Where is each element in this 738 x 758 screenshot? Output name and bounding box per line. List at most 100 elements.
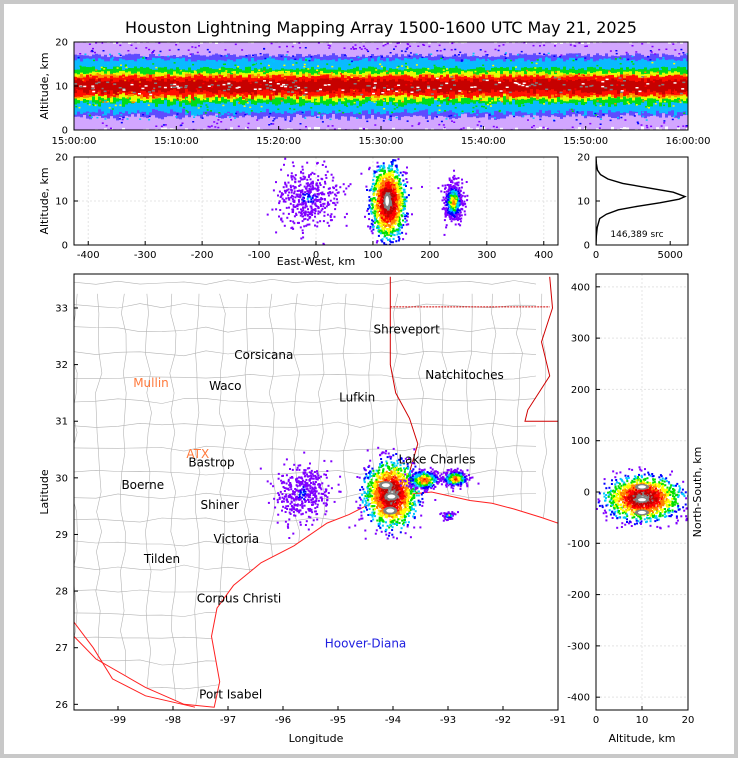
east-west-source	[402, 219, 404, 222]
east-west-source	[297, 199, 300, 202]
east-west-source	[388, 176, 391, 179]
altitude-time-density-speckle	[517, 53, 519, 56]
altitude-time-density-speckle	[201, 117, 204, 119]
east-west-source	[306, 223, 309, 226]
east-west-source	[294, 186, 297, 189]
east-west-source	[383, 217, 386, 220]
altitude-time-density-speckle	[263, 48, 266, 50]
east-west-source	[399, 199, 402, 201]
east-west-source	[384, 189, 387, 191]
altitude-time-density-speckle	[416, 78, 418, 80]
east-west-source	[405, 215, 408, 217]
east-west-source	[382, 182, 384, 185]
altitude-time-density-speckle	[313, 102, 316, 104]
east-west-source	[314, 215, 316, 218]
altitude-time-density-speckle	[382, 99, 385, 102]
altitude-time-density-core	[372, 92, 375, 95]
east-west-source	[370, 189, 373, 191]
altitude-time-density-speckle	[212, 110, 214, 113]
altitude-time-density-core	[451, 79, 455, 81]
altitude-time-density-speckle	[479, 49, 482, 51]
east-west-source	[391, 231, 394, 234]
altitude-time-density-core	[567, 89, 571, 91]
altitude-time-density-speckle	[491, 100, 494, 102]
altitude-time-density-speckle	[435, 95, 438, 97]
altitude-time-density-speckle	[475, 105, 478, 107]
altitude-time-density-cell	[395, 81, 398, 93]
altitude-time-density-speckle	[441, 56, 444, 58]
altitude-time-density-speckle	[298, 108, 301, 111]
east-west-source	[343, 216, 346, 219]
east-west-source	[300, 191, 302, 194]
altitude-time-density-speckle	[645, 95, 648, 97]
altitude-time-density-speckle	[685, 87, 688, 89]
altitude-time-density-speckle	[204, 98, 207, 101]
east-west-source	[396, 177, 399, 180]
east-west-source	[448, 177, 451, 180]
altitude-time-density-speckle	[549, 75, 552, 77]
east-west-source	[393, 221, 396, 224]
altitude-time-density-cell	[626, 79, 629, 92]
altitude-time-density-speckle	[302, 79, 305, 81]
altitude-time-density-speckle	[665, 48, 668, 50]
east-west-source	[392, 213, 395, 216]
altitude-time-density-speckle	[497, 79, 500, 81]
altitude-time-density-speckle	[331, 65, 334, 68]
altitude-time-density-speckle	[317, 65, 319, 67]
altitude-time-density-speckle	[609, 50, 612, 52]
altitude-time-density-speckle	[401, 91, 404, 93]
east-west-source	[379, 232, 382, 235]
east-west-source	[402, 224, 405, 227]
altitude-time-density-core	[445, 82, 449, 85]
east-west-source	[309, 188, 312, 191]
east-west-source	[453, 169, 455, 172]
east-west-source	[394, 187, 397, 189]
east-west-source	[391, 190, 394, 193]
figure-canvas: Houston Lightning Mapping Array 1500-160…	[38, 18, 710, 745]
altitude-time-density-cell	[620, 82, 623, 94]
east-west-source	[388, 243, 391, 245]
east-west-source	[389, 230, 392, 233]
east-west-source	[371, 199, 374, 202]
altitude-time-density-core	[620, 90, 624, 92]
altitude-time-density-speckle	[247, 122, 250, 125]
altitude-time-density-speckle	[401, 65, 404, 67]
east-west-source	[330, 213, 333, 216]
altitude-time-density-speckle	[478, 71, 481, 74]
altitude-time-density-speckle	[663, 120, 666, 122]
altitude-time-density-speckle	[351, 60, 353, 63]
east-west-source	[304, 191, 307, 194]
altitude-time-density-speckle	[318, 112, 321, 114]
east-west-source	[400, 223, 402, 226]
altitude-time-density-core	[513, 82, 517, 84]
east-west-source	[374, 171, 376, 174]
east-west-source	[392, 204, 395, 206]
altitude-time-density-speckle	[557, 76, 560, 79]
east-west-source	[404, 205, 407, 208]
east-west-source	[374, 187, 377, 190]
east-west-source	[400, 214, 403, 217]
altitude-time-density-speckle	[391, 88, 394, 90]
altitude-time-density-core	[235, 87, 239, 89]
east-west-source	[378, 230, 381, 233]
altitude-time-density-speckle	[609, 78, 612, 81]
altitude-time-density-core	[103, 90, 107, 93]
altitude-time-density-cell	[362, 79, 365, 89]
altitude-time-density-speckle	[594, 112, 597, 115]
altitude-time-density-speckle	[645, 119, 648, 121]
altitude-time-density-speckle	[179, 99, 182, 101]
altitude-time-density-speckle	[520, 50, 523, 53]
altitude-time-density-speckle	[151, 52, 154, 54]
altitude-time-density-speckle	[130, 91, 133, 93]
altitude-time-density-speckle	[245, 99, 248, 101]
east-west-source	[390, 165, 393, 168]
east-west-source	[293, 187, 296, 190]
east-west-source	[379, 218, 382, 221]
east-west-source	[375, 182, 377, 185]
altitude-time-density-cell	[473, 78, 476, 92]
east-west-source	[396, 218, 399, 221]
east-west-source	[371, 203, 374, 206]
altitude-time-density-speckle	[617, 59, 620, 61]
east-west-source	[311, 196, 314, 199]
altitude-time-density-core	[266, 87, 270, 89]
